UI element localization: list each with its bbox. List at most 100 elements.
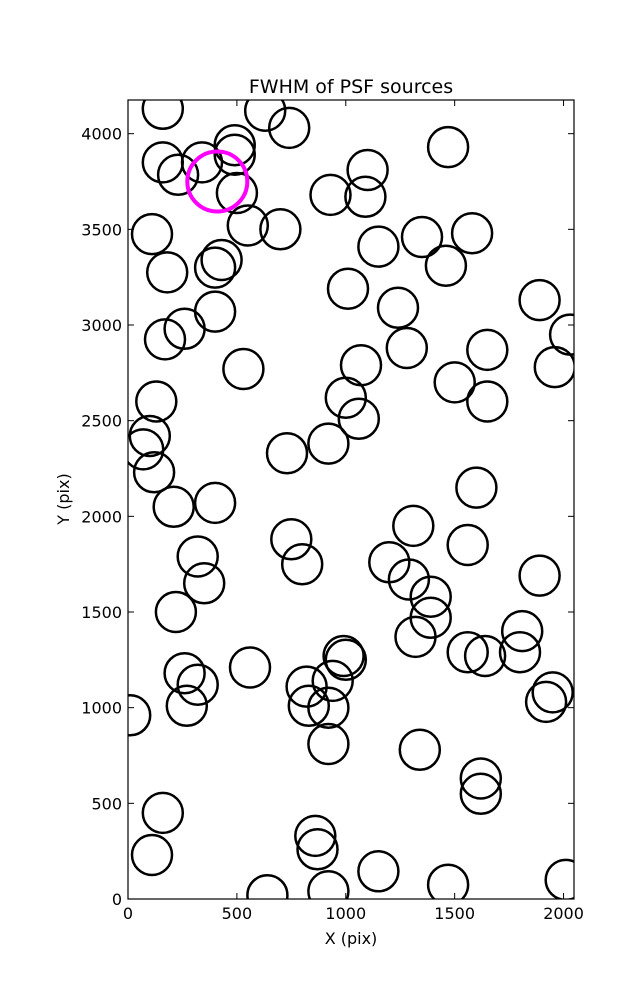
psf-source-marker [228,646,272,689]
psf-source-marker [446,523,489,567]
x-tick-label: 0 [123,904,133,923]
psf-source-marker [176,535,219,578]
psf-source-marker [163,307,206,351]
psf-source-marker [200,238,243,282]
psf-source-marker [385,326,429,370]
psf-source-marker [213,123,256,167]
psf-source-marker [222,347,265,391]
psf-source-marker [433,361,476,404]
psf-source-marker [152,485,195,529]
psf-source-marker [259,208,302,251]
psf-source-marker [135,380,178,423]
psf-source-marker [307,870,350,899]
psf-source-marker [215,171,259,215]
chart-title: FWHM of PSF sources [249,76,453,98]
x-tick-label: 500 [222,904,253,923]
psf-source-marker [163,651,206,695]
psf-source-marker [459,757,503,800]
psf-source-marker [498,630,542,674]
psf-source-marker [128,428,165,471]
x-tick-label: 2000 [543,904,584,923]
psf-source-marker [246,873,289,899]
highlighted-source-marker [185,149,250,214]
scatter-marks [128,100,574,899]
x-tick-label: 1500 [434,904,475,923]
psf-source-marker [154,590,198,634]
psf-source-marker [518,278,561,322]
y-tick-label: 1000 [81,699,122,718]
psf-source-marker [533,345,574,389]
psf-source-marker [455,466,498,509]
psf-source-marker [446,630,489,674]
psf-source-marker [296,828,339,871]
psf-source-marker [409,575,452,618]
psf-source-marker [424,244,468,287]
psf-source-marker [459,772,503,816]
psf-source-marker [518,554,561,597]
psf-source-marker [143,318,187,361]
psf-source-marker [265,431,309,475]
psf-source-marker [500,609,544,653]
x-tick-label: 1000 [325,904,366,923]
psf-source-marker [213,133,256,176]
psf-source-marker [339,343,383,387]
y-tick-label: 500 [91,794,122,813]
psf-source-marker [376,286,420,330]
psf-source-marker [128,694,152,737]
psf-source-marker [141,100,185,131]
psf-source-marker [307,722,350,766]
plot-frame [127,99,575,900]
psf-source-marker [344,175,387,219]
psf-source-marker [466,380,509,423]
psf-source-marker [337,397,381,441]
psf-source-marker [267,106,311,150]
psf-source-marker [243,100,287,132]
psf-source-marker [357,850,400,893]
psf-source-marker [426,863,470,899]
y-tick-label: 3000 [81,316,122,335]
psf-source-marker [531,671,574,714]
psf-source-marker [357,225,400,268]
psf-source-marker [524,680,568,724]
psf-source-marker [426,125,470,169]
psf-source-marker [326,267,370,310]
y-tick-label: 2500 [81,412,122,431]
y-tick-label: 4000 [81,125,122,144]
psf-source-marker [270,518,313,561]
y-axis-title: Y (pix) [54,473,73,525]
psf-source-marker [463,634,507,678]
psf-source-marker [226,204,270,247]
psf-source-marker [544,858,574,899]
x-axis-title: X (pix) [325,929,378,948]
psf-source-marker [548,313,574,356]
y-tick-label: 1500 [81,603,122,622]
psf-source-marker [141,791,185,835]
y-tick-label: 2000 [81,507,122,526]
psf-source-marker [193,246,237,289]
psf-source-marker [309,173,352,217]
psf-source-marker [324,638,368,682]
psf-source-marker [409,596,452,639]
psf-source-marker [132,451,176,494]
psf-source-marker [307,422,350,465]
psf-source-marker [156,153,200,197]
psf-source-marker [287,684,331,728]
psf-source-marker [193,481,237,525]
psf-source-marker [311,659,354,703]
psf-source-marker [285,665,328,708]
psf-source-marker [346,148,389,192]
psf-source-marker [294,814,337,858]
y-tick-label: 3500 [81,220,122,239]
psf-source-marker [368,541,411,584]
psf-source-marker [176,663,219,706]
psf-source-marker [450,211,494,255]
psf-source-marker [193,290,237,333]
psf-source-marker [398,728,442,772]
psf-source-marker [322,634,365,678]
psf-source-marker [400,215,444,259]
psf-source-marker [280,542,324,586]
psf-source-marker [130,833,174,877]
psf-source-marker [145,251,189,294]
psf-source-marker [182,562,226,605]
